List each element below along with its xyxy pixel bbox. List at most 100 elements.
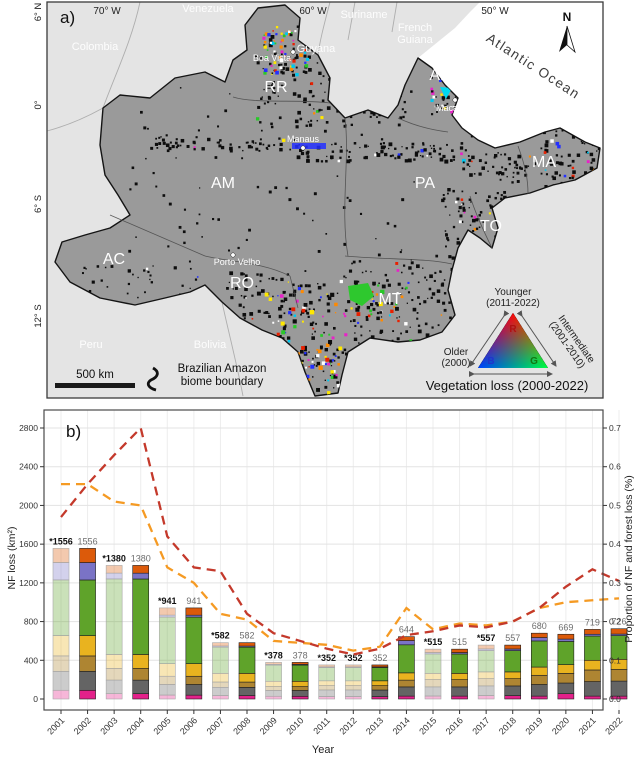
y-left-tick-label: 2400	[19, 462, 38, 472]
bar-segment	[318, 685, 336, 691]
bar-segment	[477, 685, 495, 696]
bar-segment	[424, 673, 442, 680]
y-right-tick-label: 0.1	[609, 655, 621, 665]
latitude-label: 6° S	[33, 195, 44, 213]
longitude-label: 70° W	[93, 6, 121, 17]
boundary-squiggle-icon	[146, 366, 159, 392]
bar-value-label: *352	[317, 653, 336, 663]
bar-segment	[238, 673, 256, 683]
country-label: Venezuela	[182, 3, 234, 15]
latitude-label: 6° N	[33, 3, 44, 22]
bar-segment	[212, 695, 229, 700]
bar-segment	[610, 628, 628, 635]
north-arrow-icon	[559, 26, 567, 52]
y-left-tick-label: 2000	[19, 500, 38, 510]
bar-segment	[79, 548, 96, 563]
bar-segment	[451, 648, 468, 653]
bar-segment	[105, 668, 123, 681]
state-borders	[109, 96, 529, 309]
triangle-label-older: Older	[444, 347, 469, 358]
bar-segment	[530, 674, 548, 685]
bar-segment	[212, 642, 229, 647]
bar-segment	[371, 696, 389, 700]
bar-segment	[530, 695, 548, 700]
state-label: RR	[264, 79, 287, 96]
x-axis-title: Year	[311, 744, 335, 756]
svg-text:(2011-2022): (2011-2022)	[486, 298, 540, 309]
bar-segment	[371, 667, 389, 682]
bar-segment	[238, 695, 256, 700]
city-label: Manaus	[287, 134, 320, 144]
bar-value-label: *557	[477, 633, 496, 643]
bar-segment	[344, 696, 362, 700]
x-tick-label: 2010	[284, 715, 305, 736]
bar-segment	[504, 650, 522, 673]
bar-segment	[238, 642, 256, 647]
bar-segment	[398, 640, 415, 646]
state-label: RO	[230, 275, 254, 292]
x-tick-label: 2013	[364, 715, 385, 736]
bar-segment	[291, 690, 309, 697]
bar-segment	[132, 668, 150, 681]
bar-value-label: 1380	[131, 553, 151, 563]
x-tick-label: 2002	[72, 715, 93, 736]
bar-segment	[424, 648, 442, 653]
bar-segment	[477, 671, 495, 679]
bar-segment	[318, 689, 336, 697]
bar-value-label: 669	[558, 622, 573, 632]
x-tick-label: 2009	[258, 715, 279, 736]
x-tick-label: 2006	[178, 715, 199, 736]
y-left-tick-label: 0	[33, 694, 38, 704]
bar-segment	[79, 655, 96, 672]
bar-segment	[212, 673, 229, 683]
y-right-tick-label: 0.3	[609, 578, 621, 588]
bar-value-label: 378	[293, 650, 308, 660]
bar-value-label: 644	[399, 625, 414, 635]
country-label: Bolivia	[194, 339, 227, 351]
bar-segment	[79, 579, 96, 636]
bar-segment	[398, 695, 415, 700]
bar-segment	[132, 693, 150, 700]
bar-segment	[557, 641, 575, 665]
bar-value-label: *941	[158, 596, 177, 606]
vertex-r: R	[509, 324, 517, 335]
bar-segment	[212, 681, 229, 688]
bar-segment	[504, 695, 522, 700]
x-tick-label: 2021	[577, 715, 598, 736]
bar-segment	[584, 669, 601, 682]
x-tick-label: 2001	[45, 715, 66, 736]
bar-value-label: *515	[424, 637, 443, 647]
bar-segment	[185, 675, 203, 685]
bar-segment	[132, 565, 150, 574]
vertex-g: G	[530, 356, 538, 367]
bar-segment	[132, 578, 150, 655]
bar-segment	[557, 633, 575, 640]
scale-bar	[55, 383, 135, 388]
bar-segment	[265, 680, 282, 687]
bar-segment	[52, 562, 70, 581]
triangle-axis-arrow	[516, 310, 557, 367]
bar-segment	[318, 680, 336, 686]
bar-segment	[344, 689, 362, 697]
bar-segment	[238, 646, 256, 674]
bar-segment	[477, 695, 495, 700]
bar-segment	[451, 673, 468, 680]
bar-segment	[52, 689, 70, 700]
bar-segment	[265, 695, 282, 700]
bar-segment	[557, 682, 575, 694]
bar-segment	[398, 644, 415, 674]
bar-segment	[185, 616, 203, 664]
bar-segment	[185, 684, 203, 696]
bar-value-label: 1556	[78, 536, 98, 546]
y-right-tick-label: 0.7	[609, 423, 621, 433]
x-tick-label: 2015	[417, 715, 438, 736]
bar-segment	[398, 672, 415, 681]
bar-segment	[557, 638, 575, 642]
bar-segment	[105, 693, 123, 700]
y-left-tick-label: 2800	[19, 423, 38, 433]
bar-segment	[265, 690, 282, 697]
city-dot	[230, 252, 236, 258]
bar-segment	[451, 679, 468, 688]
y-right-tick-label: 0.5	[609, 500, 621, 510]
